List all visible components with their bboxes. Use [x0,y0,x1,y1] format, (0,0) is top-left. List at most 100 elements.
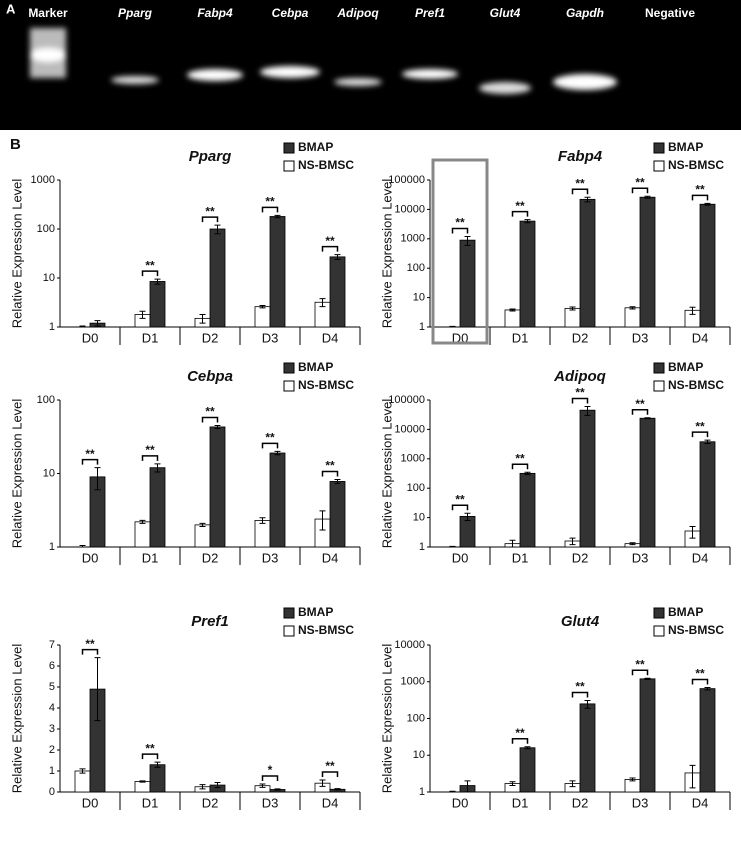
error-bar [259,783,266,788]
significance-bracket [571,691,589,698]
y-axis-label: Relative Expression Level [9,179,24,329]
error-bar [274,450,281,456]
bar [74,770,91,793]
error-bar [524,219,531,224]
y-tick-label: 10 [43,467,55,479]
significance-label: ** [85,447,95,461]
legend-label: BMAP [298,140,333,154]
x-tick-label: D2 [572,795,589,810]
significance-label: ** [85,637,95,651]
error-bar [94,467,101,491]
significance-bracket [321,470,339,477]
chart-title: Glut4 [561,613,600,630]
chart-title: Pparg [189,148,232,165]
x-tick-label: D1 [142,795,159,810]
y-tick-label: 10 [413,749,425,761]
error-bar [334,788,341,791]
error-bar [334,254,341,260]
bar [519,747,536,793]
gel-panel: A Marker Pparg Fabp4 Cebpa Adipoq Pref1 Glut4 Ga… [0,0,741,130]
y-tick-label: 10000 [394,639,425,651]
x-tick-label: D1 [512,795,529,810]
chart-title: Pref1 [191,613,229,630]
error-bar [79,544,86,548]
significance-bracket [571,397,589,404]
significance-bracket [631,669,649,676]
lane-label: Pref1 [415,6,445,20]
legend-swatch [653,380,665,392]
error-bar [214,424,221,429]
significance-label: ** [635,175,645,189]
highlight-box [431,158,489,345]
bar [519,220,536,328]
significance-bracket [631,408,649,415]
significance-bracket [511,738,529,744]
significance-label: ** [575,386,585,400]
bar [699,441,716,548]
legend-label: NS-BMSC [668,158,724,172]
error-bar [584,699,591,709]
bar [209,228,226,328]
error-bar [524,471,531,476]
y-tick-label: 10000 [394,423,425,435]
error-bar [79,768,86,774]
y-tick-label: 1000 [31,174,55,186]
y-axis-label: Relative Expression Level [379,179,394,329]
significance-bracket [691,194,709,201]
error-bar [199,313,206,324]
y-tick-label: 1 [419,786,425,798]
error-bar [629,777,636,782]
legend-label: NS-BMSC [298,623,354,637]
error-bar [509,539,516,548]
significance-label: ** [515,451,525,465]
significance-label: ** [575,680,585,694]
significance-label: ** [145,258,155,272]
x-tick-label: D4 [322,330,339,345]
significance-bracket [261,206,279,213]
error-bar [94,657,101,722]
y-axis-label: Relative Expression Level [379,399,394,549]
y-tick-label: 100 [407,482,425,494]
error-bar [154,278,161,285]
significance-bracket [81,458,99,465]
bar [459,239,476,328]
legend-swatch [283,380,295,392]
significance-bracket [81,648,99,655]
significance-bracket [201,416,219,423]
error-bar [94,320,101,327]
significance-label: ** [455,216,465,230]
bar [134,521,151,548]
legend-swatch [283,160,295,172]
lane-label: Glut4 [490,6,521,20]
lane-label: Negative [645,6,695,20]
lane-label: Fabp4 [197,6,233,20]
error-bar [464,512,471,521]
significance-bracket [631,187,649,194]
bar [149,764,166,793]
y-tick-label: 100 [37,394,55,406]
y-tick-label: 100 [407,712,425,724]
error-bar [689,306,696,315]
x-tick-label: D0 [82,330,99,345]
y-axis-label: Relative Expression Level [9,644,24,794]
significance-bracket [141,270,159,277]
x-tick-label: D4 [692,330,709,345]
significance-label: ** [325,459,335,473]
bar [269,452,286,548]
y-tick-label: 2 [49,744,55,756]
significance-bracket [321,771,339,778]
x-tick-label: D3 [632,795,649,810]
chart-title: Fabp4 [558,148,603,165]
y-tick-label: 3 [49,723,55,735]
significance-bracket [571,188,589,195]
error-bar [464,780,471,793]
bar [269,216,286,328]
legend-swatch [283,607,295,619]
legend-swatch [283,142,295,154]
error-bar [259,304,266,309]
bar [699,688,716,793]
error-bar [139,519,146,524]
y-tick-label: 10 [43,272,55,284]
bar [504,309,521,328]
x-tick-label: D3 [262,330,279,345]
